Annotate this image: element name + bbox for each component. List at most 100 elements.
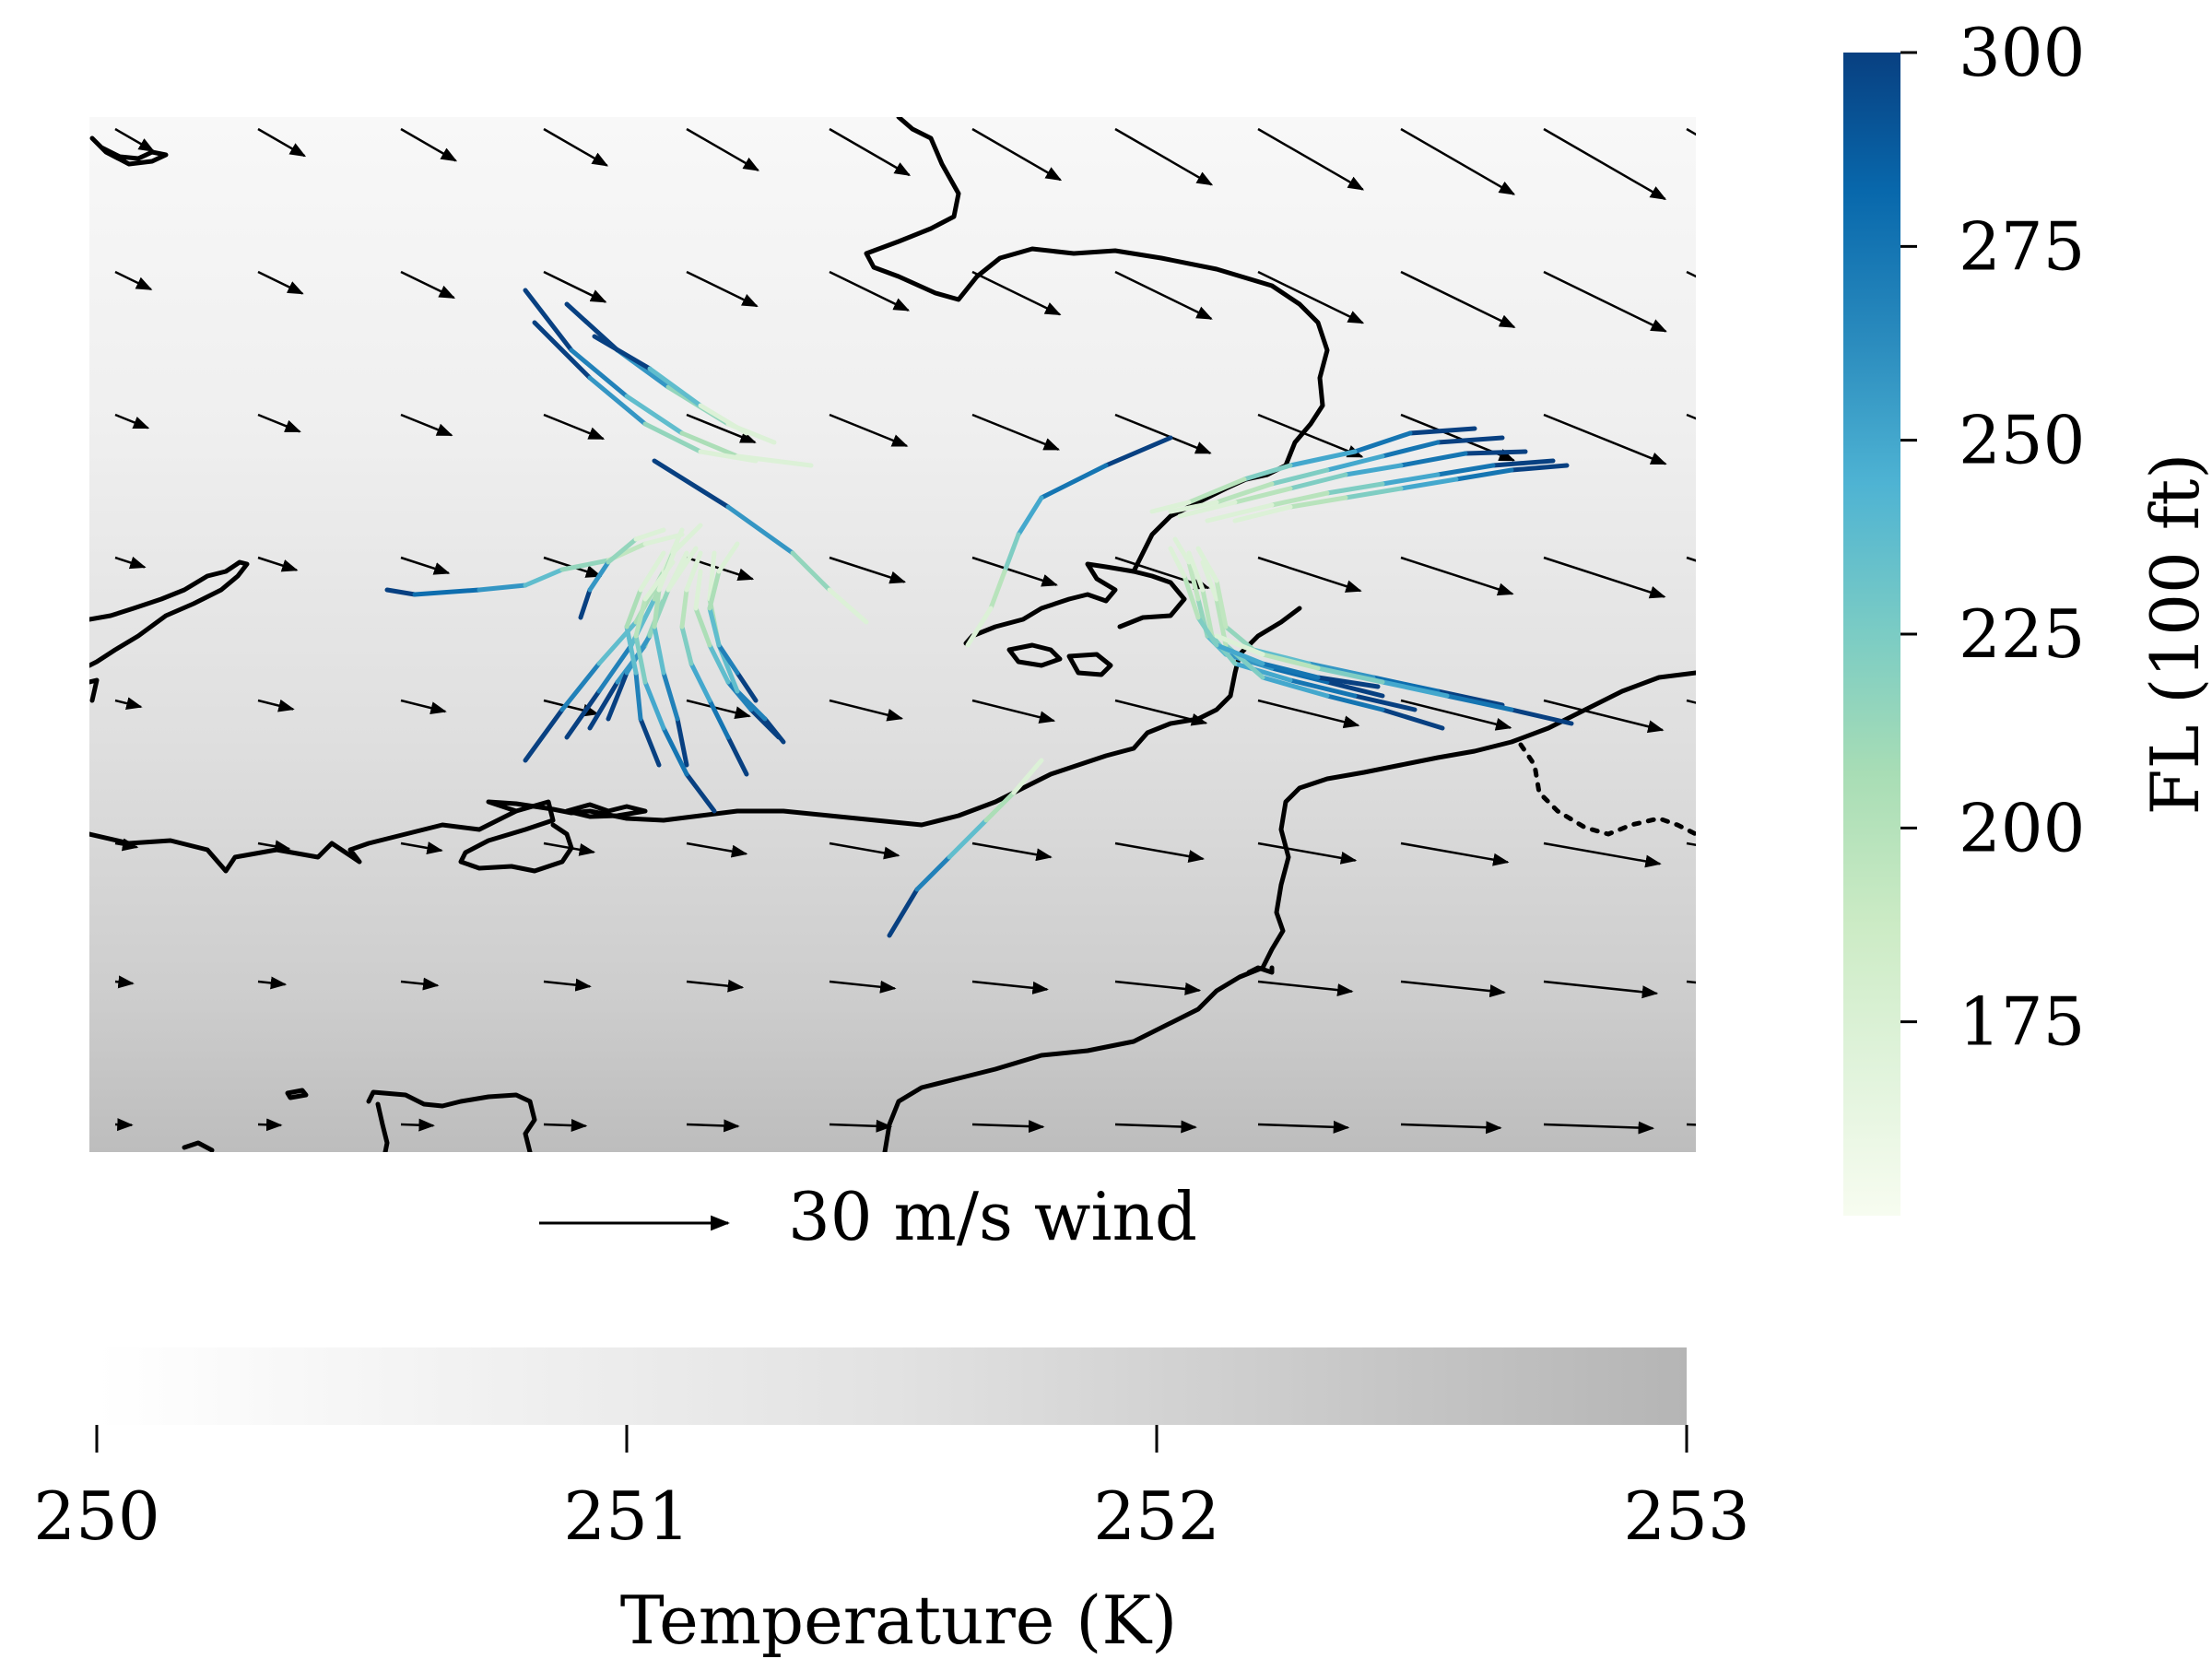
coastline-norway [864,117,1330,482]
wind-arrow [686,270,759,308]
flight-track-segment [587,679,620,731]
wind-arrow [400,699,447,714]
flight-track-segment [1380,679,1450,699]
flight-track-segment [642,532,685,547]
flight-track-segment [693,606,712,648]
wind-arrow [1400,1121,1502,1135]
coastline-west-left [89,559,250,668]
coastline-funen [1066,652,1113,677]
flight-track-segment [1205,502,1275,524]
flight-level-tick-label: 250 [1959,402,2085,479]
flight-track-segment [675,716,689,768]
flight-track-segment [983,790,1017,823]
wind-arrow [1543,270,1667,333]
flight-track-segment [642,559,676,602]
wind-arrow [686,841,748,858]
coastline-estonia-russia [882,670,1696,1152]
flight-track-segment [596,642,634,694]
flight-track-segment [1352,693,1418,712]
flight-track-segment [1182,573,1201,620]
wind-arrow [114,127,156,153]
flight-track-segment [587,559,611,593]
flight-track-segment [633,527,666,542]
wind-arrow [1257,270,1365,324]
flight-track-segment [1453,467,1514,482]
wind-arrow [257,840,291,853]
wind-arrow [829,556,907,584]
wind-arrow [543,978,592,992]
coastline-bottom-left [366,1089,537,1152]
wind-arrow [400,270,456,300]
flight-track-segment [1186,550,1206,593]
flight-track-segment [707,569,722,611]
flight-track-segment [1269,467,1330,487]
wind-arrow [114,556,147,570]
flight-track-segment [1324,679,1385,699]
wind-key: 30 m/s wind [539,1178,1197,1255]
wind-arrow [543,699,599,717]
wind-arrow [1686,556,1696,562]
flight-track-segment [1407,426,1477,436]
flight-track-segment [412,587,482,597]
wind-arrow [1400,270,1516,329]
flight-track-segment [1324,481,1385,496]
flight-track-segment [1103,435,1173,468]
flight-track-segment [716,642,740,676]
flight-track-segment [652,587,662,629]
flight-track-segment [1214,633,1265,657]
flight-track-segment [1288,677,1358,699]
flight-level-colorbar-gradient [1843,53,1900,1216]
flight-track-segment [707,642,731,685]
flight-track-segment [1380,440,1441,459]
flight-track-segment [633,670,643,722]
flight-level-colorbar-label: FL (100 ft) [2136,453,2212,816]
flight-track-segment [665,546,699,593]
wind-arrow [1257,1120,1350,1134]
flight-level-colorbar: 300 275 250 225 200 175 FL (100 ft) [1843,14,2212,1216]
flight-track-segment [1186,477,1247,505]
flight-level-ticks: 300 275 250 225 200 175 [1900,14,2085,1061]
wind-arrow [1400,127,1516,195]
flight-track-segment [679,587,689,629]
flight-level-tick-label: 200 [1959,789,2085,866]
wind-arrow [1686,699,1696,704]
flight-track-segment [652,458,731,510]
flight-track-segment [523,567,565,588]
wind-arrow [1400,556,1514,596]
wind-arrow [1686,841,1696,847]
flight-track-segment [642,679,666,731]
wind-arrow [829,127,912,177]
flight-track-segment [1435,463,1496,477]
temperature-tick-label: 250 [33,1477,159,1555]
flight-track-segment [1039,463,1109,500]
flight-track-segment [1380,707,1445,731]
flight-track-segment [1200,587,1215,639]
flight-track-segment [1435,435,1505,445]
wind-arrow [1543,1121,1655,1135]
wind-arrow [543,413,606,441]
flight-track-segment [532,320,593,381]
flight-track-segment [1352,430,1413,454]
flight-track-segment [652,624,666,676]
wind-arrow [971,270,1062,316]
wind-arrow [1686,413,1696,420]
wind-arrow [114,1118,134,1132]
wind-arrow [1114,841,1206,863]
wind-arrow [400,977,440,991]
wind-arrow [1686,127,1696,136]
temperature-colorbar: 250 251 252 253 Temperature (K) [33,1347,1750,1659]
flight-track-segment [1172,536,1192,565]
flight-track-segment [633,596,648,639]
flight-track-segment [1444,693,1514,712]
flight-track-segment [790,550,832,593]
wind-arrow [1543,841,1662,868]
flight-track-segment [827,587,869,625]
wind-arrow [686,699,752,720]
temperature-colorbar-gradient [97,1347,1687,1425]
wind-arrow [829,1119,893,1133]
flight-track-segment [1490,458,1556,468]
flight-track-segment [523,288,574,353]
flight-track-segment [698,403,749,436]
wind-arrow [971,413,1061,451]
flight-track-segment [1002,532,1021,574]
